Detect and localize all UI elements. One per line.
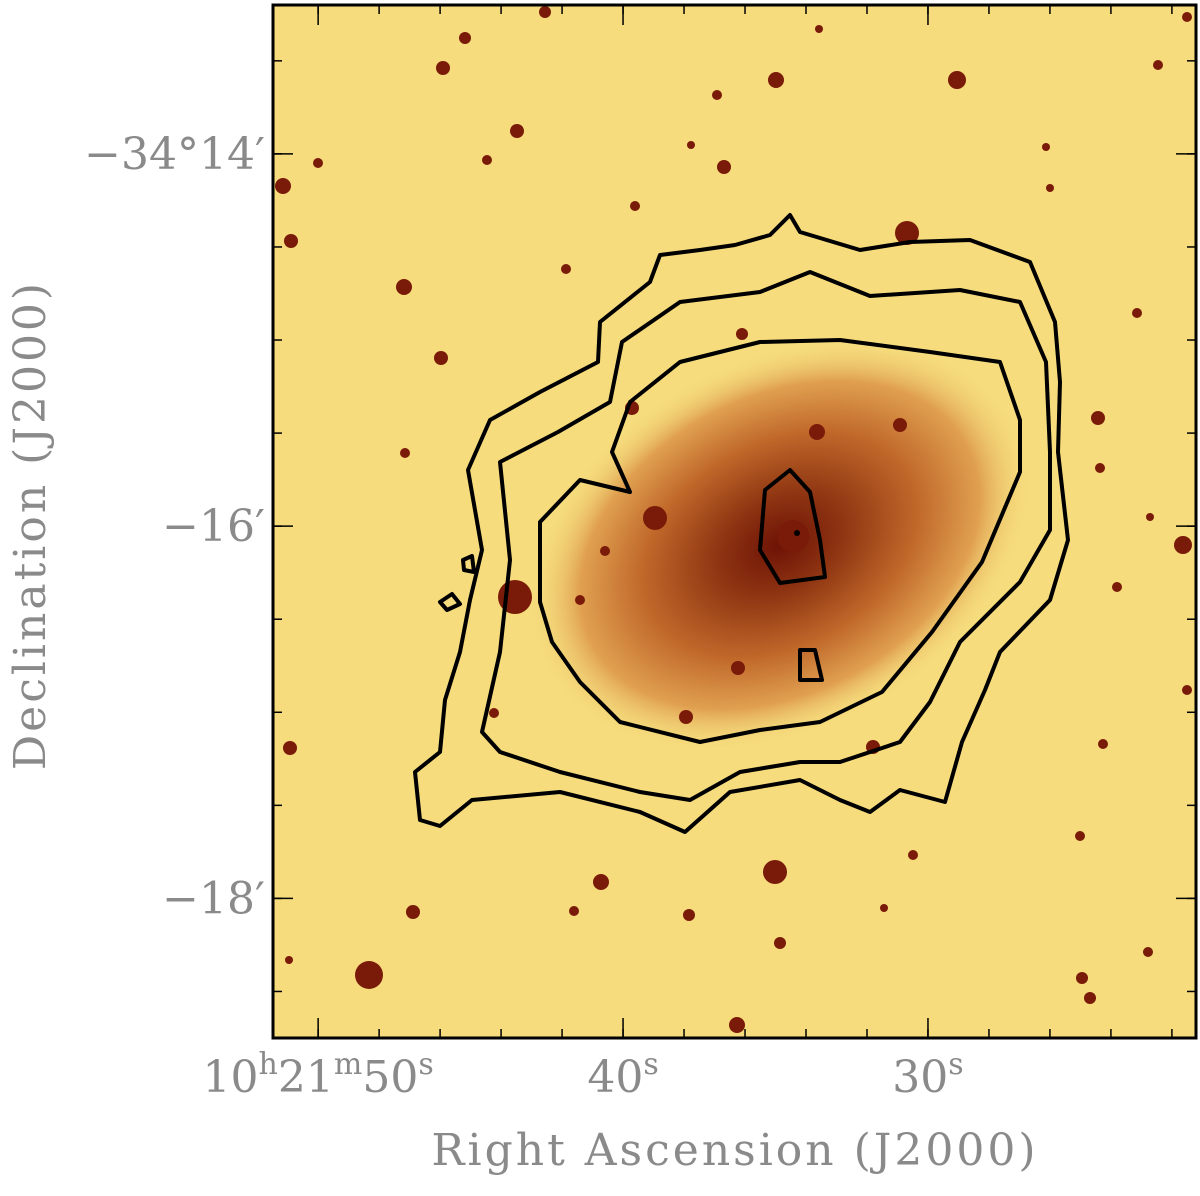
x-tick-label: 40s — [587, 1047, 658, 1103]
stars — [275, 6, 1192, 1033]
contour-inner — [758, 468, 827, 585]
y-axis-label: Declination (J2000) — [5, 280, 56, 770]
contours — [413, 213, 1070, 834]
x-tick-label: 10h21m50s — [203, 1047, 434, 1103]
contour-island — [438, 592, 462, 612]
contour-outer — [413, 213, 1070, 834]
plot-frame — [271, 3, 1198, 1040]
contour-2 — [480, 270, 1052, 802]
contour-island — [461, 554, 476, 574]
x-axis-label: Right Ascension (J2000) — [431, 1125, 1038, 1176]
y-tick-label: −18′ — [162, 873, 265, 924]
x-tick-label: 30s — [892, 1047, 963, 1103]
y-tick-label: −16′ — [162, 501, 265, 552]
contour-3 — [538, 338, 1022, 744]
sky-image — [273, 5, 1196, 1038]
contour-peak — [794, 530, 800, 536]
contour-small — [798, 648, 824, 682]
y-tick-label: −34°14′ — [84, 129, 265, 180]
